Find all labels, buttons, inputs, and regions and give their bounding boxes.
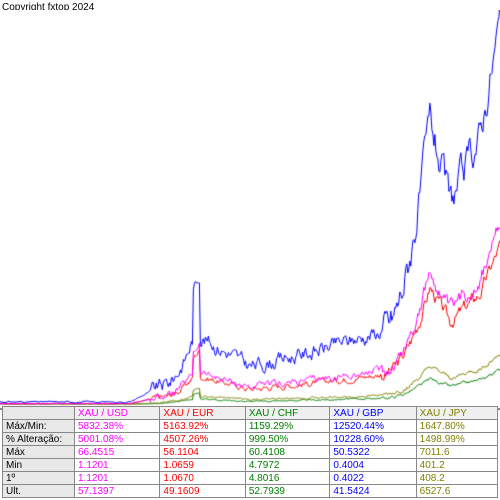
table-cell: 0.4004 [330, 459, 416, 472]
column-header: XAU / GBP [330, 407, 416, 420]
table-cell: 49.1609 [160, 485, 245, 498]
table-cell: 52.7939 [245, 485, 330, 498]
row-label: Máx [3, 446, 75, 459]
row-label: % Alteração: [3, 433, 75, 446]
column-header: XAU / CHF [245, 407, 330, 420]
table-cell: 56.1104 [160, 446, 245, 459]
table-cell: 1.0670 [160, 472, 245, 485]
table-cell: 10228.60% [330, 433, 416, 446]
table-cell: 60.4108 [245, 446, 330, 459]
table-cell: 1498.99% [416, 433, 497, 446]
table-row: Min1.12011.06594.79720.4004401.2 [3, 459, 498, 472]
table-cell: 1647.80% [416, 420, 497, 433]
table-row: Máx/Min:5832.38%5163.92%1159.29%12520.44… [3, 420, 498, 433]
column-header: XAU / EUR [160, 407, 245, 420]
table-cell: 401.2 [416, 459, 497, 472]
row-label: Máx/Min: [3, 420, 75, 433]
table-cell: 4.8016 [245, 472, 330, 485]
table-cell: 57.1397 [75, 485, 160, 498]
row-label: Ult. [3, 485, 75, 498]
row-label: 1º [3, 472, 75, 485]
table-cell: 4507.26% [160, 433, 245, 446]
column-header: XAU / USD [75, 407, 160, 420]
table-row: Ult.57.139749.160952.793941.54246527.6 [3, 485, 498, 498]
table-cell: 999.50% [245, 433, 330, 446]
table-cell: 12520.44% [330, 420, 416, 433]
table-row: % Alteração:5001.08%4507.26%999.50%10228… [3, 433, 498, 446]
table-cell: 1.1201 [75, 472, 160, 485]
table-cell: 5163.92% [160, 420, 245, 433]
table-cell: 0.4022 [330, 472, 416, 485]
stats-table: XAU / USDXAU / EURXAU / CHFXAU / GBPXAU … [2, 406, 498, 498]
table-corner [3, 407, 75, 420]
table-row: 1º1.12011.06704.80160.4022408.2 [3, 472, 498, 485]
row-label: Min [3, 459, 75, 472]
table-cell: 4.7972 [245, 459, 330, 472]
table-cell: 6527.6 [416, 485, 497, 498]
table-cell: 7011.6 [416, 446, 497, 459]
table-cell: 66.4515 [75, 446, 160, 459]
table-cell: 5832.38% [75, 420, 160, 433]
table-row: Máx66.451556.110460.410850.53227011.6 [3, 446, 498, 459]
price-chart [0, 10, 500, 410]
table-cell: 1.1201 [75, 459, 160, 472]
column-header: XAU / JPY [416, 407, 497, 420]
table-cell: 408.2 [416, 472, 497, 485]
table-cell: 5001.08% [75, 433, 160, 446]
table-cell: 1.0659 [160, 459, 245, 472]
table-cell: 1159.29% [245, 420, 330, 433]
table-cell: 41.5424 [330, 485, 416, 498]
table-cell: 50.5322 [330, 446, 416, 459]
